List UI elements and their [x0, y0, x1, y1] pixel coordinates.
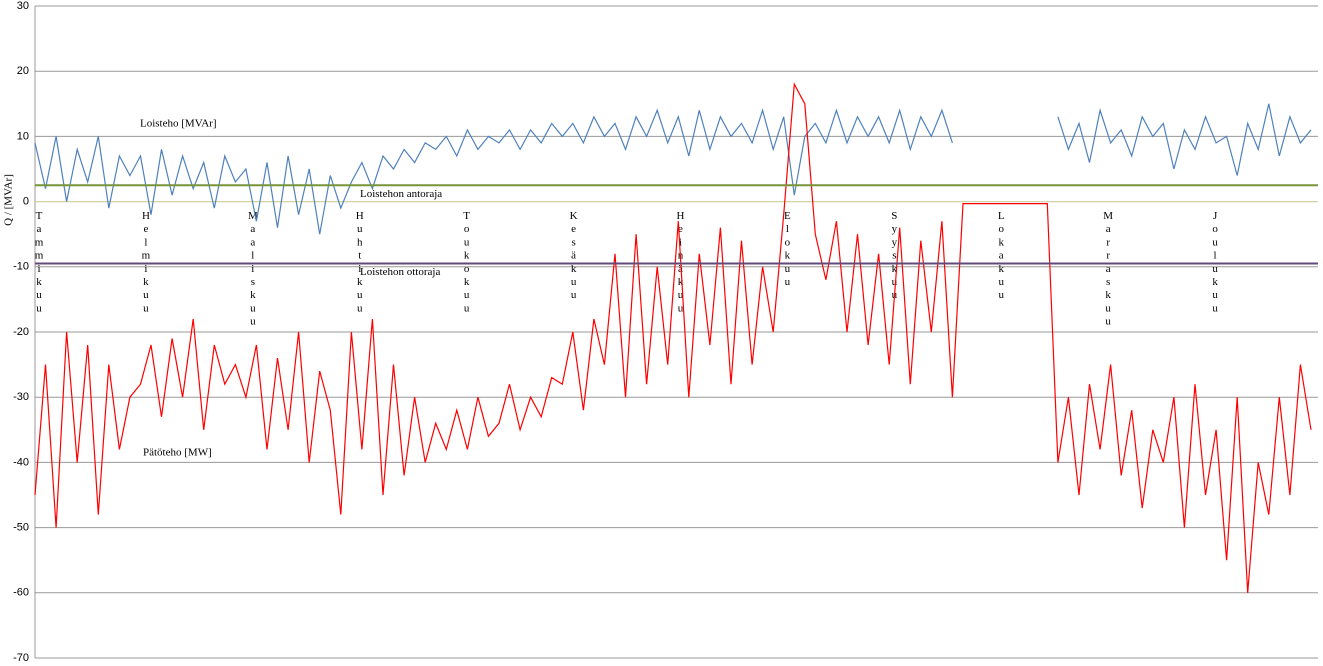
series-label: Loisteho [MVAr] [140, 118, 216, 130]
y-tick-label: -70 [13, 652, 29, 664]
y-tick-label: 20 [17, 65, 29, 77]
series-line [34, 82, 1312, 593]
y-tick-label: -60 [13, 587, 29, 599]
reference-label: Loistehon antoraja [360, 188, 442, 200]
series-line [34, 103, 1312, 235]
y-axis-label: Q / [MVAr] [3, 174, 15, 226]
y-tick-label: 30 [17, 0, 29, 12]
y-tick-label: -20 [13, 326, 29, 338]
reference-label: Loistehon ottoraja [360, 266, 440, 278]
y-tick-label: -30 [13, 391, 29, 403]
series-label: Pätöteho [MW] [143, 447, 212, 459]
y-tick-label: -40 [13, 456, 29, 468]
y-tick-label: 10 [17, 130, 29, 142]
y-tick-label: -50 [13, 522, 29, 534]
y-tick-label: -10 [13, 261, 29, 273]
y-tick-label: 0 [23, 196, 29, 208]
